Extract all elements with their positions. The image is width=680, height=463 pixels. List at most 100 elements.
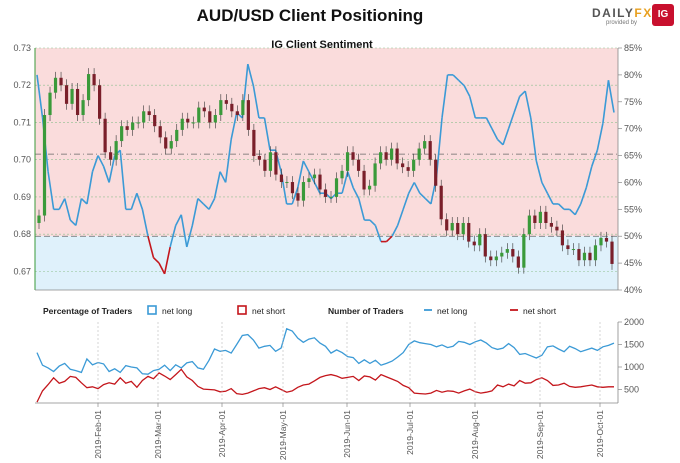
sentiment-segment: [541, 182, 549, 194]
date-tick-label: 2019-Jun-01: [342, 410, 352, 458]
sentiment-segment: [591, 149, 599, 167]
candle-body: [142, 111, 146, 123]
pct-tick-label: 70%: [624, 124, 642, 134]
candle-body: [296, 193, 300, 201]
sentiment-segment: [374, 225, 382, 242]
count-tick-label: 500: [624, 385, 639, 395]
sentiment-segment: [557, 203, 565, 210]
date-tick-label: 2019-Jul-01: [405, 410, 415, 455]
candle-body: [412, 159, 416, 171]
candle-body: [406, 167, 410, 171]
count-tick-label: 1000: [624, 362, 644, 372]
sentiment-segment: [513, 96, 521, 113]
candle-body: [566, 245, 570, 250]
candle-body: [103, 118, 107, 153]
sentiment-segment: [579, 187, 588, 205]
candle-body: [472, 241, 476, 246]
candle-body: [125, 126, 129, 130]
date-tick-label: 2019-Aug-01: [470, 410, 480, 459]
candle-body: [610, 241, 614, 264]
candle-body: [86, 74, 91, 101]
candle-body: [59, 77, 63, 86]
pct-tick-label: 65%: [624, 151, 642, 161]
candle-body: [274, 152, 278, 175]
sentiment-segment: [458, 79, 465, 87]
sentiment-segment: [75, 198, 83, 226]
candle-body: [456, 222, 460, 235]
sentiment-segment: [119, 150, 127, 210]
sentiment-segment: [263, 117, 271, 151]
candle-body: [390, 148, 394, 160]
candle-body: [423, 141, 427, 149]
date-tick-label: 2019-May-01: [278, 410, 288, 460]
sentiment-segment: [63, 198, 72, 221]
candle-body: [114, 141, 118, 160]
candle-body: [246, 100, 250, 130]
pct-tick-label: 55%: [624, 204, 642, 214]
candle-body: [417, 148, 421, 160]
legend-long-label: net long: [162, 306, 193, 316]
pct-tick-label: 75%: [624, 97, 642, 107]
net-short-zone: [35, 48, 618, 237]
candle-body: [70, 88, 74, 104]
price-tick-label: 0.67: [13, 266, 31, 276]
date-tick-label: 2019-Oct-01: [595, 410, 605, 458]
sentiment-segment: [97, 155, 105, 167]
candle-body: [64, 85, 69, 104]
candle-body: [395, 148, 399, 164]
sentiment-segment: [47, 171, 55, 210]
sentiment-segment: [352, 187, 360, 199]
candle-body: [98, 85, 102, 119]
candle-body: [522, 234, 526, 268]
candle-body: [153, 115, 157, 127]
count-tick-label: 1500: [624, 340, 644, 350]
count-tick-label: 2000: [624, 317, 644, 327]
sentiment-segment: [496, 138, 504, 146]
candle-body: [241, 100, 245, 116]
candle-body: [263, 159, 267, 171]
candle-body: [604, 237, 609, 242]
candle-body: [37, 215, 41, 223]
price-tick-label: 0.70: [13, 155, 31, 165]
sentiment-segment: [36, 74, 44, 119]
legend-long-swatch: [147, 305, 157, 315]
ig-badge-icon: IG: [652, 4, 674, 26]
date-tick-label: 2019-Sep-01: [535, 410, 545, 459]
price-tick-label: 0.68: [13, 229, 31, 239]
sentiment-segment: [180, 214, 188, 248]
candle-body: [483, 234, 487, 257]
sentiment-segment: [441, 74, 449, 119]
pct-tick-label: 50%: [624, 231, 642, 241]
candle-body: [136, 122, 140, 124]
pct-tick-label: 40%: [624, 285, 642, 295]
date-tick-label: 2019-Mar-01: [153, 410, 163, 459]
candle-body: [81, 100, 85, 116]
candle-body: [450, 222, 454, 231]
sentiment-segment: [346, 171, 354, 189]
candle-body: [511, 249, 515, 257]
legend-short-swatch: [237, 305, 247, 315]
sentiment-segment: [435, 117, 443, 178]
sentiment-segment: [202, 203, 210, 210]
sentiment-segment: [230, 112, 238, 140]
sentiment-segment: [358, 198, 366, 221]
sentiment-segment: [141, 209, 149, 237]
candle-body: [599, 237, 603, 246]
sentiment-segment: [602, 80, 610, 124]
candle-body: [340, 170, 344, 179]
candle-body: [191, 122, 195, 124]
sentiment-segment: [396, 209, 404, 226]
sentiment-segment: [296, 160, 305, 188]
legend-number-title: Number of Traders: [328, 306, 404, 316]
sentiment-segment: [302, 160, 310, 173]
sentiment-segment: [102, 166, 110, 183]
sentiment-segment: [186, 225, 194, 248]
candle-body: [582, 252, 587, 261]
candle-body: [230, 103, 234, 112]
pct-tick-label: 45%: [624, 258, 642, 268]
candle-body: [461, 222, 465, 235]
candle-body: [538, 211, 542, 223]
candle-body: [384, 152, 388, 160]
sentiment-segment: [485, 117, 493, 130]
